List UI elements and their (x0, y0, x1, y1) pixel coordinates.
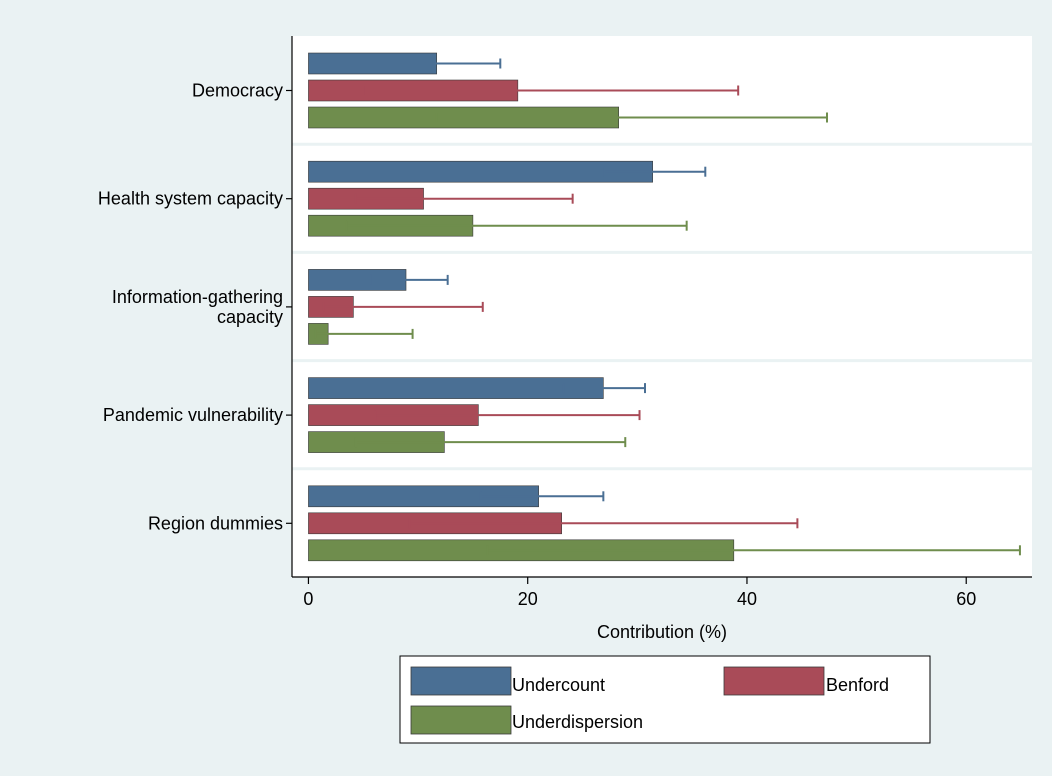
y-tick-label: Region dummies (148, 513, 283, 533)
legend-label-underdispersion: Underdispersion (512, 712, 643, 732)
y-tick-label: Pandemic vulnerability (103, 405, 283, 425)
legend-swatch-undercount (410, 666, 512, 696)
legend-label-undercount: Undercount (512, 675, 605, 695)
y-tick-label: Information-gathering (112, 287, 283, 307)
x-tick-label: 0 (303, 589, 313, 609)
y-tick-label: Democracy (192, 81, 283, 101)
x-tick-label: 40 (737, 589, 757, 609)
x-tick-label: 60 (956, 589, 976, 609)
legend-label-benford: Benford (826, 675, 889, 695)
legend-swatch-underdispersion (410, 705, 512, 735)
y-tick-label: capacity (217, 307, 283, 327)
legend-swatch-benford (723, 666, 825, 696)
x-axis-label: Contribution (%) (597, 622, 727, 642)
x-tick-label: 20 (518, 589, 538, 609)
y-tick-label: Health system capacity (98, 189, 283, 209)
bar-undercount-2 (308, 160, 653, 183)
bar-undercount-4 (308, 377, 604, 399)
